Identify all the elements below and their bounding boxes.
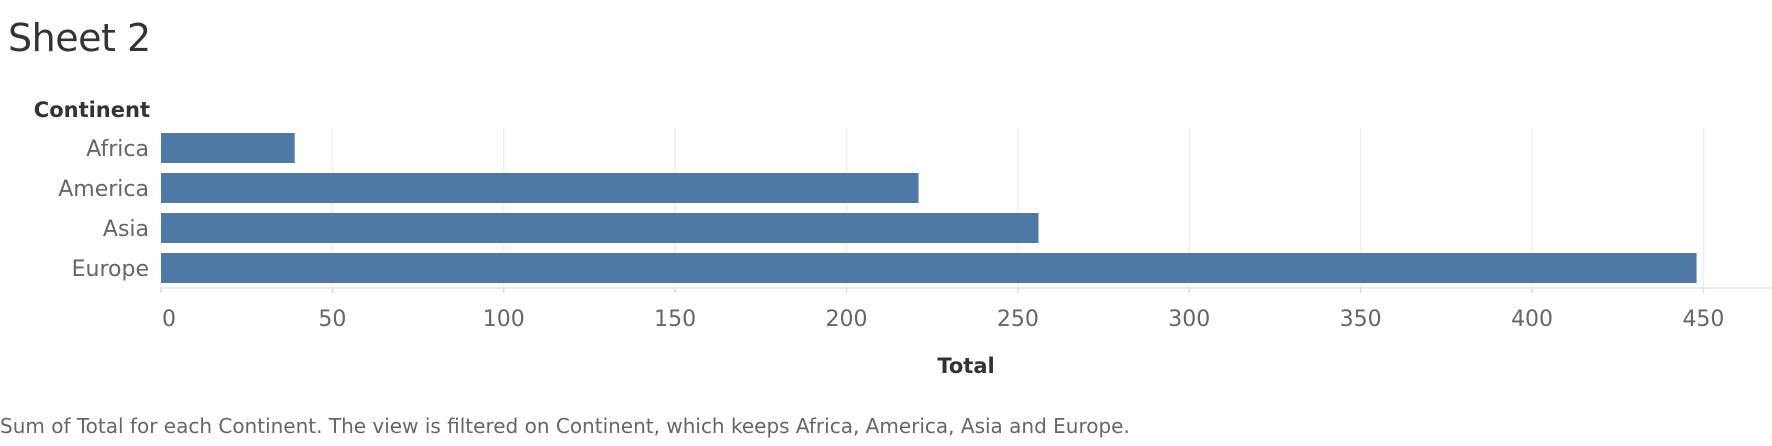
sheet-title: Sheet 2 bbox=[8, 16, 151, 60]
bar-america bbox=[161, 173, 919, 203]
x-tick-label: 0 bbox=[162, 307, 176, 332]
category-label: Asia bbox=[103, 217, 149, 242]
x-tick-label: 100 bbox=[483, 307, 525, 332]
y-axis-title: Continent bbox=[34, 98, 150, 122]
bar-chart: 0 50 100 150 200 250 300 350 400 450 Africa America… bbox=[34, 98, 1772, 378]
x-tick-label: 200 bbox=[826, 307, 868, 332]
category-label: Europe bbox=[72, 257, 149, 282]
x-tick-label: 350 bbox=[1340, 307, 1382, 332]
bar-europe bbox=[161, 253, 1697, 283]
bar-asia bbox=[161, 213, 1039, 243]
x-axis-title: Total bbox=[937, 354, 994, 378]
x-tick-label: 50 bbox=[318, 307, 346, 332]
x-tick-label: 300 bbox=[1168, 307, 1210, 332]
x-tick-label: 400 bbox=[1511, 307, 1553, 332]
axes: 0 50 100 150 200 250 300 350 400 450 Africa America… bbox=[58, 137, 1772, 332]
x-tick-label: 250 bbox=[997, 307, 1039, 332]
bar-africa bbox=[161, 133, 295, 163]
category-label: America bbox=[58, 177, 149, 202]
x-tick-label: 450 bbox=[1682, 307, 1724, 332]
bars bbox=[161, 133, 1697, 283]
chart-caption: Sum of Total for each Continent. The vie… bbox=[0, 414, 1130, 438]
x-tick-label: 150 bbox=[654, 307, 696, 332]
category-label: Africa bbox=[86, 137, 149, 162]
